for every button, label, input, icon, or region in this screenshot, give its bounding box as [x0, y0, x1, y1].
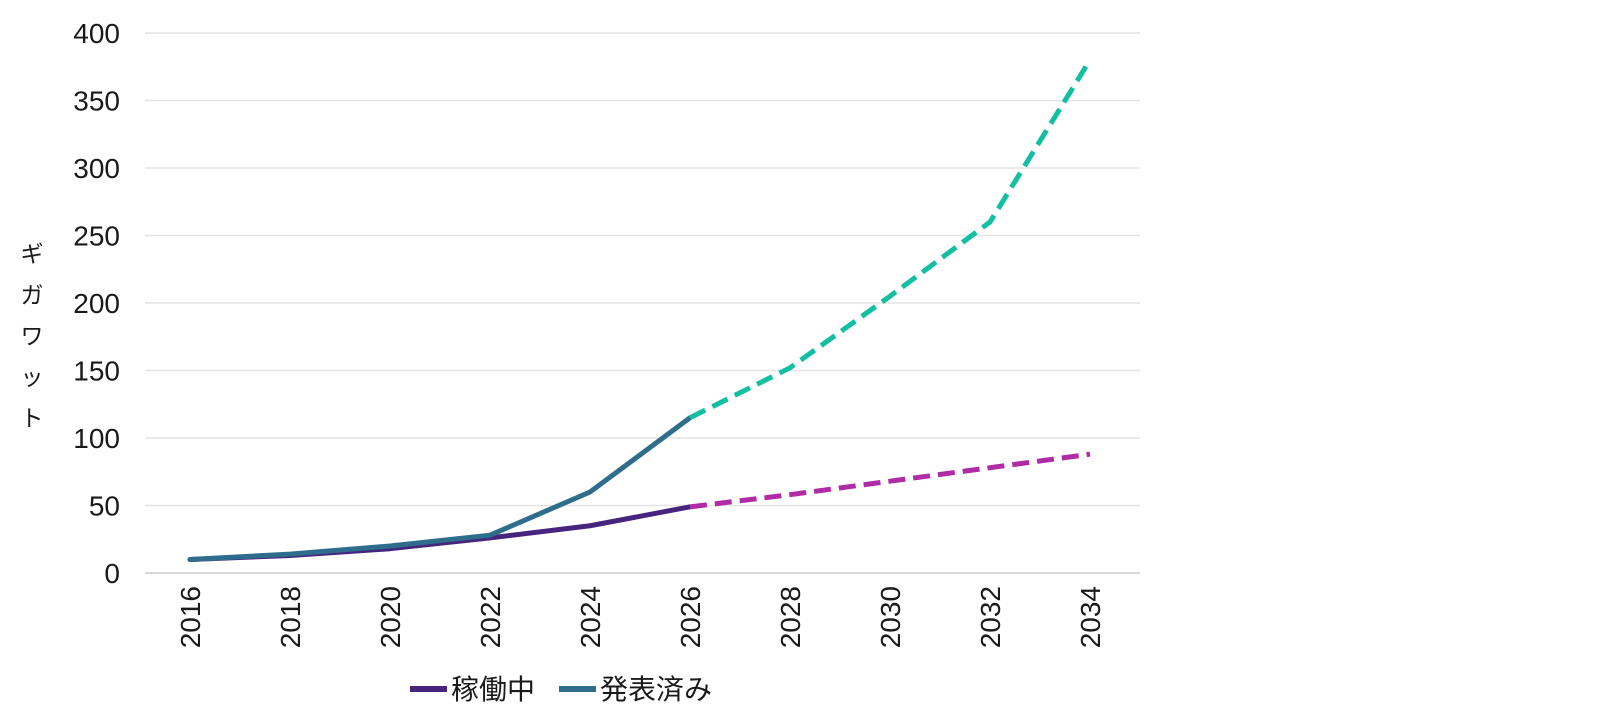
y-axis-title: ギガワット	[21, 241, 44, 431]
legend-group: 稼働中 発表済み	[410, 674, 712, 705]
legend-label-operating: 稼働中	[451, 674, 535, 705]
x-tick-label: 2028	[775, 586, 806, 648]
x-tick-label: 2016	[175, 586, 206, 648]
series-group	[187, 58, 1093, 562]
legend-label-announced: 発表済み	[600, 674, 712, 705]
series-operating-projection	[689, 451, 1091, 510]
y-tick-label: 300	[73, 153, 120, 184]
series-operating-actual	[187, 504, 693, 562]
x-tick-label: 2030	[875, 586, 906, 648]
y-tick-label: 150	[73, 356, 120, 387]
series-announced-projection	[688, 58, 1093, 420]
x-tick-label: 2018	[275, 586, 306, 648]
series-announced-actual	[187, 415, 693, 562]
y-tick-label: 50	[89, 491, 120, 522]
x-tick-label: 2022	[475, 586, 506, 648]
x-tick-label: 2032	[975, 586, 1006, 648]
x-tick-label: 2024	[575, 586, 606, 648]
y-tick-label: 0	[104, 558, 120, 589]
ticks-group: 0 50 100 150 200 250 300 350 400 2016 2018 2020 2022…	[21, 18, 1107, 648]
x-tick-label: 2034	[1075, 586, 1106, 648]
gridlines-group	[145, 32, 1140, 574]
x-tick-label: 2020	[375, 586, 406, 648]
y-tick-label: 350	[73, 86, 120, 117]
y-tick-label: 200	[73, 288, 120, 319]
y-tick-label: 400	[73, 18, 120, 49]
x-tick-label: 2026	[675, 586, 706, 648]
y-tick-label: 100	[73, 423, 120, 454]
y-tick-label: 250	[73, 221, 120, 252]
